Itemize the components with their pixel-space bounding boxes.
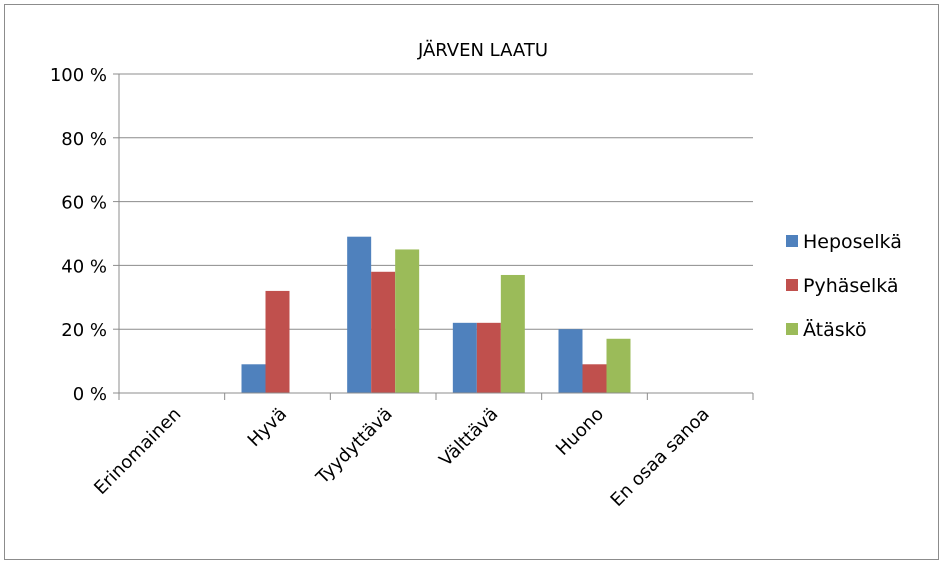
x-category-label: Hyvä [244, 404, 291, 451]
legend-entry: Pyhäselkä [803, 275, 899, 297]
bar-hyvä-1 [241, 364, 266, 393]
bar-välttävä-3 [500, 274, 525, 393]
y-axis-tick-labels: 0 % 20 % 40 % 60 % 80 % 100 % [50, 65, 107, 405]
y-tick-label: 0 % [73, 384, 107, 405]
legend-swatch [786, 279, 798, 291]
bar-välttävä-1 [452, 322, 477, 393]
bar-huono-3 [606, 338, 631, 393]
chart-frame [4, 4, 939, 560]
legend-swatch [786, 235, 798, 247]
bar-tyydyttävä-3 [395, 249, 420, 393]
x-category-label: Erinomainen [90, 404, 185, 499]
gridlines [113, 73, 753, 394]
bars [241, 236, 631, 393]
axes [118, 74, 754, 400]
bar-huono-1 [558, 329, 583, 393]
bar-huono-2 [582, 364, 607, 393]
y-tick-label: 100 % [50, 65, 107, 86]
x-axis-category-labels: Erinomainen Hyvä Tyydyttävä Välttävä HuonoEn… [90, 404, 714, 511]
bar-välttävä-2 [476, 322, 501, 393]
legend: Heposelkä Pyhäselkä Ätäskö [786, 231, 902, 341]
y-tick-label: 20 % [61, 320, 107, 341]
bar-tyydyttävä-1 [347, 236, 372, 393]
chart-title: JÄRVEN LAATU [417, 40, 548, 61]
x-category-label: Tyydyttävä [312, 404, 397, 489]
y-tick-label: 40 % [61, 256, 107, 277]
x-category-label: En osaa sanoa [607, 404, 714, 511]
y-tick-label: 60 % [61, 193, 107, 214]
bar-hyvä-2 [265, 290, 290, 393]
bar-tyydyttävä-2 [371, 271, 396, 393]
y-tick-label: 80 % [61, 129, 107, 150]
x-category-label: Välttävä [435, 404, 502, 471]
legend-swatch [786, 323, 798, 335]
legend-entry: Ätäskö [803, 318, 867, 341]
x-category-label: Huono [552, 404, 608, 460]
legend-entry: Heposelkä [803, 231, 902, 253]
